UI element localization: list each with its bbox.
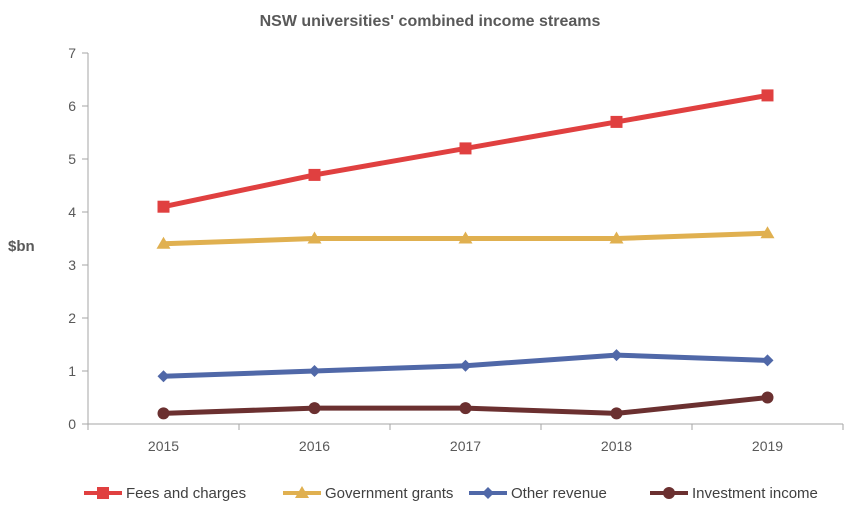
data-point-government-grants — [760, 226, 775, 239]
x-tick-label: 2016 — [299, 438, 330, 454]
series-fees-and-charges — [157, 89, 774, 213]
y-tick-label: 2 — [68, 310, 76, 326]
data-point-fees-and-charges — [459, 142, 472, 155]
data-point-other-revenue — [761, 354, 774, 367]
x-tick-label: 2015 — [148, 438, 179, 454]
data-point-other-revenue — [308, 365, 321, 377]
legend: Fees and charges Government grants Other r… — [84, 485, 818, 502]
y-tick-label: 1 — [68, 363, 76, 379]
legend-label-fees-and-charges: Fees and charges — [126, 485, 246, 502]
data-point-investment-income — [308, 402, 321, 415]
chart-title: NSW universities' combined income stream… — [260, 13, 601, 30]
y-axis-label: $bn — [8, 238, 35, 255]
data-point-investment-income — [459, 402, 472, 415]
y-tick-label: 7 — [68, 45, 76, 61]
data-point-fees-and-charges — [610, 115, 623, 128]
legend-label-other-revenue: Other revenue — [511, 485, 607, 502]
series-government-grants — [156, 226, 775, 249]
legend-label-government-grants: Government grants — [325, 485, 453, 502]
x-tick-label: 2018 — [601, 438, 632, 454]
series-other-revenue — [157, 349, 774, 383]
x-tick-label: 2017 — [450, 438, 481, 454]
data-point-other-revenue — [610, 349, 623, 362]
data-point-other-revenue — [157, 370, 170, 383]
x-tick-label: 2019 — [752, 438, 783, 454]
y-tick-label: 4 — [68, 204, 76, 220]
data-point-investment-income — [157, 407, 170, 420]
data-point-other-revenue — [459, 359, 472, 372]
data-point-investment-income — [761, 391, 774, 404]
data-point-government-grants — [458, 231, 473, 244]
y-tick-label: 5 — [68, 151, 76, 167]
legend-swatch-marker-investment-income — [663, 487, 675, 499]
legend-swatch-marker-other-revenue — [482, 487, 494, 499]
data-point-government-grants — [156, 236, 171, 249]
legend-swatch-marker-government-grants — [295, 486, 309, 498]
series-layer — [156, 89, 775, 420]
data-point-fees-and-charges — [308, 168, 321, 181]
data-point-government-grants — [307, 231, 322, 244]
series-investment-income — [157, 391, 774, 420]
data-point-government-grants — [609, 231, 624, 244]
y-tick-label: 0 — [68, 416, 76, 432]
legend-swatch-marker-fees-and-charges — [97, 487, 109, 499]
legend-label-investment-income: Investment income — [692, 485, 818, 502]
data-point-fees-and-charges — [761, 89, 774, 102]
y-tick-label: 6 — [68, 98, 76, 114]
data-point-investment-income — [610, 407, 623, 420]
y-tick-label: 3 — [68, 257, 76, 273]
axes: 0 1 2 3 4 5 6 7 2015 2016 2017 2018 2019 — [68, 45, 844, 454]
data-point-fees-and-charges — [157, 200, 170, 213]
